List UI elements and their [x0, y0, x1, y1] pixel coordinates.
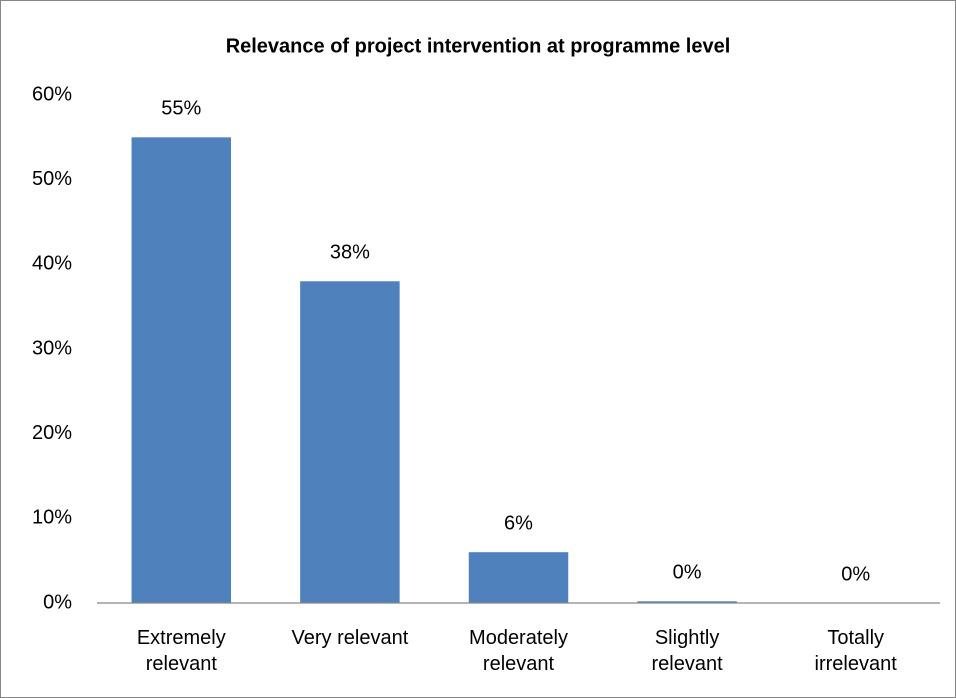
x-tick-label: Very relevant — [291, 627, 409, 649]
bar — [637, 601, 737, 603]
data-label: 55% — [161, 98, 201, 120]
x-tick-label: Totally irrelevant — [814, 627, 897, 675]
y-tick-label: 60% — [32, 83, 72, 105]
y-tick-label: 20% — [32, 422, 72, 444]
x-tick-label: Extremely relevant — [136, 627, 226, 675]
y-tick-label: 50% — [32, 168, 72, 190]
x-tick-label: Moderately relevant — [469, 627, 568, 675]
x-tick-label: Slightly relevant — [651, 627, 723, 675]
y-tick-label: 0% — [43, 591, 72, 613]
y-tick-label: 10% — [32, 507, 72, 529]
y-tick-label: 30% — [32, 337, 72, 359]
chart-title: Relevance of project intervention at pro… — [226, 35, 731, 57]
data-label: 38% — [330, 242, 370, 264]
bar — [131, 137, 232, 604]
data-label: 0% — [841, 563, 870, 585]
y-tick-label: 40% — [32, 253, 72, 275]
data-label: 6% — [504, 512, 533, 534]
bar — [300, 281, 400, 603]
bar — [468, 552, 569, 603]
data-label: 0% — [673, 562, 702, 584]
